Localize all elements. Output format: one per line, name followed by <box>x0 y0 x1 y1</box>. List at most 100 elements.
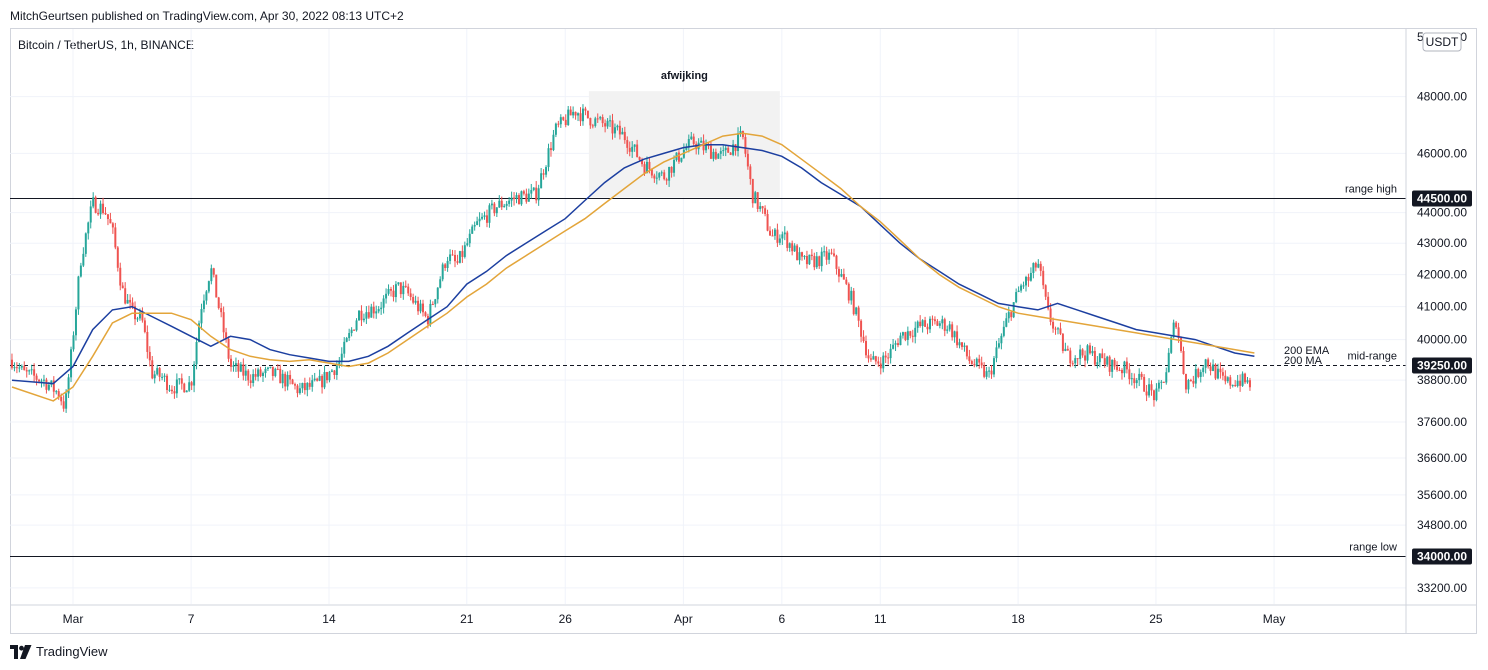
candle-body <box>1071 363 1074 365</box>
candle-body <box>1039 263 1042 271</box>
candle-body <box>1157 382 1160 389</box>
candle-body <box>687 139 690 148</box>
candle-body <box>1130 378 1133 380</box>
candle-body <box>1234 384 1237 387</box>
candle-body <box>732 144 735 155</box>
candle-body <box>941 319 944 324</box>
candle-body <box>1219 368 1222 373</box>
time-tick-label: 11 <box>874 612 887 626</box>
candle-body <box>1194 369 1197 384</box>
candle-body <box>306 382 309 391</box>
candle-body <box>786 232 789 248</box>
candle-body <box>613 127 616 134</box>
candle-body <box>997 343 1000 348</box>
candle-body <box>456 261 459 263</box>
candle-body <box>126 299 129 304</box>
time-tick-label: 25 <box>1149 612 1163 626</box>
candle-body <box>65 393 68 409</box>
candle-body <box>289 374 292 380</box>
candle-body <box>449 254 452 261</box>
candle-body <box>18 367 21 369</box>
candle-body <box>1015 292 1018 303</box>
candle-body <box>1111 359 1114 372</box>
candle-body <box>545 167 548 175</box>
candles <box>10 104 1251 413</box>
candle-body <box>116 247 119 268</box>
candle-body <box>234 363 237 366</box>
candle-body <box>1135 380 1138 384</box>
candle-body <box>67 377 70 394</box>
candle-body <box>909 331 912 336</box>
time-tick-label: Mar <box>63 612 84 626</box>
candle-body <box>1069 350 1072 364</box>
price-axis[interactable]: 44500.00 39250.00 34000.00 33200.00 34800.00… <box>1405 29 1472 633</box>
candle-body <box>1118 369 1121 371</box>
tradingview-logo-icon <box>10 644 32 659</box>
candle-body <box>505 203 508 206</box>
candle-body <box>906 331 909 340</box>
candle-body <box>23 365 26 371</box>
candle-body <box>567 109 570 126</box>
candle-body <box>1202 367 1205 373</box>
candle-body <box>581 108 584 122</box>
candle-body <box>409 293 412 297</box>
candle-body <box>362 318 365 321</box>
candle-body <box>650 169 653 176</box>
candle-body <box>869 358 872 360</box>
candle-body <box>1096 362 1099 365</box>
candle-body <box>281 373 284 384</box>
candle-body <box>365 312 368 319</box>
candle-body <box>572 111 575 116</box>
time-axis[interactable]: Mar 7 14 21 26 Apr 6 11 18 25 May <box>10 604 1477 626</box>
candle-body <box>1148 384 1151 396</box>
chart-frame <box>10 28 1477 634</box>
candle-body <box>200 309 203 324</box>
candle-body <box>946 329 949 331</box>
candle-body <box>50 380 53 385</box>
candle-body <box>562 117 565 120</box>
candle-body <box>485 215 488 223</box>
candle-body <box>892 344 895 349</box>
candle-body <box>751 179 754 204</box>
candle-body <box>803 255 806 257</box>
candle-body <box>163 375 166 377</box>
candle-body <box>584 108 587 111</box>
candle-body <box>1066 348 1069 351</box>
candle-body <box>1140 373 1143 377</box>
candle-body <box>665 179 668 181</box>
candle-body <box>845 279 848 284</box>
candle-body <box>658 173 661 178</box>
candle-body <box>1212 364 1215 371</box>
candle-body <box>500 200 503 208</box>
candle-body <box>1044 285 1047 297</box>
range-high-label: range high <box>1345 184 1397 196</box>
footer-brand[interactable]: TradingView <box>10 644 108 659</box>
candle-body <box>1145 391 1148 396</box>
candle-body <box>1024 276 1027 286</box>
currency-badge[interactable]: USDT <box>1422 32 1462 52</box>
candle-body <box>724 147 727 151</box>
candle-body <box>874 356 877 362</box>
range-low-label: range low <box>1349 542 1397 554</box>
candle-body <box>956 331 959 346</box>
candle-body <box>670 166 673 173</box>
candle-body <box>778 238 781 243</box>
candle-body <box>446 260 449 269</box>
candle-body <box>1180 338 1183 352</box>
candle-body <box>473 224 476 227</box>
candle-body <box>321 375 324 388</box>
candle-body <box>766 213 769 231</box>
candle-body <box>705 145 708 151</box>
time-tick-label: 6 <box>778 612 785 626</box>
candle-body <box>717 153 720 159</box>
candle-body <box>279 368 282 384</box>
candle-body <box>594 118 597 126</box>
candle-body <box>1165 372 1168 383</box>
candle-body <box>685 147 688 150</box>
candle-body <box>1172 322 1175 338</box>
candle-body <box>242 364 245 376</box>
candle-body <box>737 133 740 152</box>
symbol-label[interactable]: Bitcoin / TetherUS, 1h, BINANCE <box>18 38 194 52</box>
candle-body <box>161 376 164 378</box>
